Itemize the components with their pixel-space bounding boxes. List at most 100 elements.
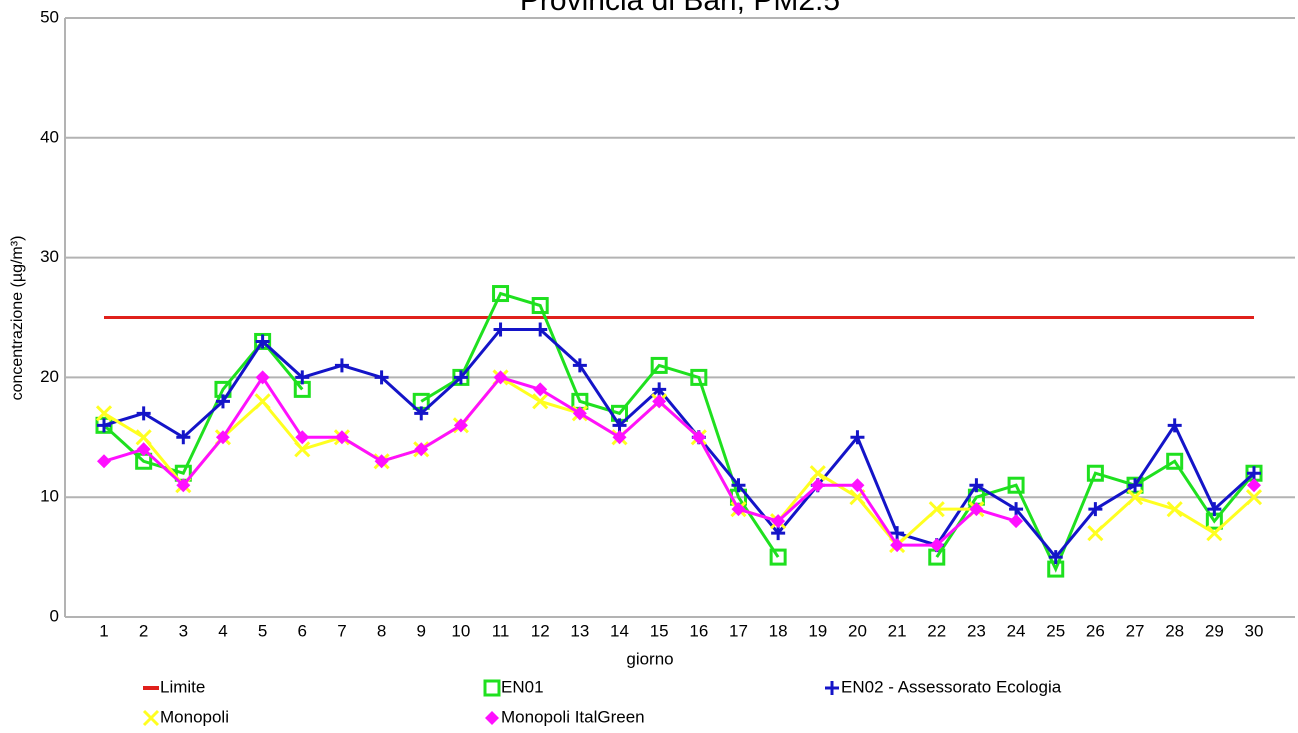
marker <box>572 358 587 373</box>
x-tick-label: 9 <box>417 621 426 640</box>
marker <box>969 502 984 517</box>
legend-label: Monopoli <box>160 707 229 726</box>
marker <box>1166 501 1183 518</box>
marker <box>492 285 510 303</box>
y-tick-label: 20 <box>40 367 59 386</box>
x-tick-label: 23 <box>967 621 986 640</box>
marker <box>969 478 984 493</box>
y-tick-label: 50 <box>40 7 59 26</box>
x-tick-label: 21 <box>888 621 907 640</box>
marker <box>493 322 508 337</box>
y-tick-label: 0 <box>50 606 59 625</box>
marker <box>928 501 945 518</box>
legend-label: EN01 <box>501 677 544 696</box>
chart-title: Provincia di Bari, PM2.5 <box>520 0 840 17</box>
marker <box>1009 502 1024 517</box>
x-tick-label: 14 <box>610 621 629 640</box>
marker <box>1167 418 1182 433</box>
x-tick-label: 7 <box>337 621 346 640</box>
marker <box>850 430 865 445</box>
x-tick-label: 18 <box>769 621 788 640</box>
marker <box>929 538 944 553</box>
marker <box>136 442 151 457</box>
x-tick-label: 15 <box>650 621 669 640</box>
marker <box>652 394 667 409</box>
x-tick-label: 22 <box>927 621 946 640</box>
y-tick-label: 40 <box>40 127 59 146</box>
marker <box>1206 525 1223 542</box>
marker <box>176 478 191 493</box>
marker <box>690 368 708 386</box>
x-tick-label: 12 <box>531 621 550 640</box>
marker <box>95 405 113 422</box>
series-line <box>104 377 1254 545</box>
series-line <box>103 327 1256 560</box>
x-tick-label: 3 <box>179 621 188 640</box>
marker <box>650 356 668 374</box>
marker <box>612 430 627 445</box>
y-axis-label: concentrazione (µg/m³) <box>9 236 26 401</box>
marker <box>532 393 549 410</box>
marker <box>485 711 499 725</box>
marker <box>691 430 706 445</box>
marker <box>572 406 587 421</box>
marker <box>136 406 151 421</box>
marker <box>295 370 310 385</box>
x-tick-label: 13 <box>570 621 589 640</box>
marker <box>334 358 349 373</box>
marker <box>612 418 627 433</box>
marker <box>771 514 786 529</box>
marker <box>1245 489 1263 506</box>
x-tick-label: 11 <box>492 621 510 640</box>
marker <box>809 465 826 482</box>
marker <box>483 679 501 697</box>
marker <box>334 430 349 445</box>
x-tick-label: 19 <box>808 621 827 640</box>
marker <box>255 370 270 385</box>
marker <box>176 430 191 445</box>
marker <box>97 454 111 469</box>
marker <box>533 322 548 337</box>
marker <box>493 370 508 385</box>
marker <box>531 297 549 315</box>
marker <box>1247 478 1261 493</box>
marker <box>215 394 230 409</box>
x-tick-label: 4 <box>218 621 227 640</box>
marker <box>294 441 311 458</box>
x-tick-label: 20 <box>848 621 867 640</box>
x-tick-label: 28 <box>1165 621 1184 640</box>
legend-label: Limite <box>160 677 205 696</box>
marker <box>295 430 310 445</box>
x-tick-label: 27 <box>1126 621 1145 640</box>
marker <box>1207 502 1222 517</box>
marker <box>850 478 865 493</box>
marker <box>1166 452 1184 470</box>
marker <box>769 548 787 566</box>
marker <box>374 454 389 469</box>
marker <box>1247 466 1261 481</box>
x-tick-label: 2 <box>139 621 148 640</box>
y-tick-label: 30 <box>40 247 59 266</box>
marker <box>135 429 152 446</box>
legend-label: EN02 - Assessorato Ecologia <box>841 677 1062 696</box>
x-tick-label: 10 <box>451 621 470 640</box>
marker <box>890 538 905 553</box>
marker <box>374 370 389 385</box>
marker <box>731 502 746 517</box>
x-tick-label: 17 <box>729 621 748 640</box>
x-tick-label: 1 <box>99 621 108 640</box>
marker <box>453 370 468 385</box>
marker <box>254 393 271 410</box>
marker <box>97 418 111 433</box>
marker <box>142 709 160 727</box>
x-axis-label: giorno <box>626 649 673 668</box>
marker <box>453 418 468 433</box>
marker <box>215 430 230 445</box>
marker <box>1086 464 1104 482</box>
marker <box>1128 478 1143 493</box>
marker <box>414 406 429 421</box>
marker <box>771 526 786 541</box>
series-line <box>103 375 1256 548</box>
x-tick-label: 6 <box>298 621 307 640</box>
